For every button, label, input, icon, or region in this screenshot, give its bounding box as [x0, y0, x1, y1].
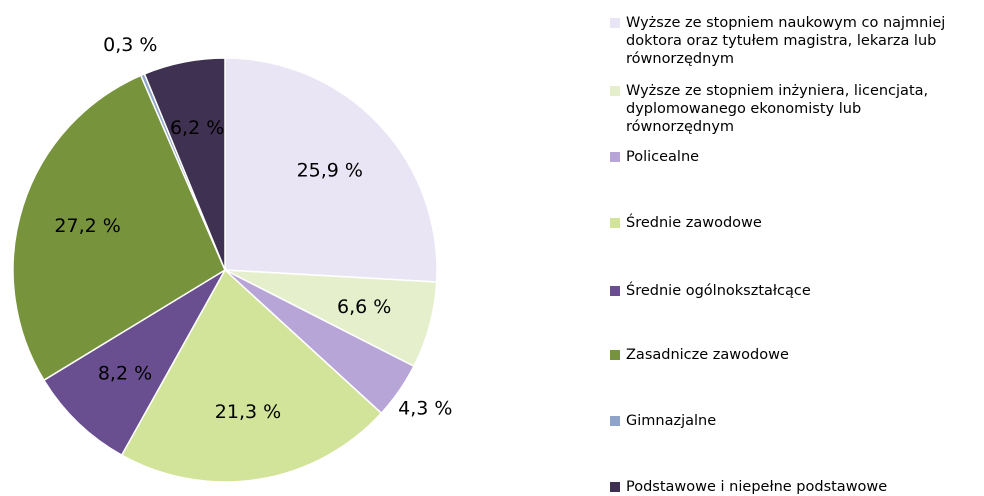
- legend-label: Gimnazjalne: [626, 413, 717, 429]
- legend-swatch: [610, 416, 620, 426]
- slice-label: 21,3 %: [215, 401, 281, 423]
- legend-label: Policealne: [626, 149, 700, 165]
- legend-label: Wyższe ze stopniem inżyniera, licencjata…: [626, 83, 929, 135]
- legend-item: Podstawowe i niepełne podstawowe: [610, 478, 970, 496]
- slice-label: 25,9 %: [297, 159, 363, 181]
- slice-label: 27,2 %: [54, 215, 120, 237]
- legend-item: Wyższe ze stopniem inżyniera, licencjata…: [610, 82, 970, 136]
- slice-label: 8,2 %: [98, 362, 152, 384]
- legend-swatch: [610, 218, 620, 228]
- slice-label: 6,2 %: [170, 117, 224, 139]
- legend-swatch: [610, 286, 620, 296]
- legend-item: Zasadnicze zawodowe: [610, 346, 970, 364]
- legend-swatch: [610, 152, 620, 162]
- legend-item: Policealne: [610, 148, 970, 166]
- legend-item: Wyższe ze stopniem naukowym co najmniej …: [610, 14, 970, 68]
- pie-slice: [12, 74, 226, 382]
- legend-swatch: [610, 350, 620, 360]
- legend-swatch: [610, 86, 620, 96]
- pie-slice: [224, 57, 438, 283]
- legend-label: Wyższe ze stopniem naukowym co najmniej …: [626, 15, 946, 67]
- pie-slice: [143, 57, 226, 271]
- slice-label: 4,3 %: [398, 397, 452, 419]
- legend-swatch: [610, 482, 620, 492]
- legend-label: Średnie zawodowe: [626, 215, 762, 231]
- slice-label: 0,3 %: [103, 34, 157, 56]
- legend-item: Gimnazjalne: [610, 412, 970, 430]
- legend-label: Zasadnicze zawodowe: [626, 347, 789, 363]
- pie-slice: [42, 267, 228, 457]
- pie-slice: [120, 268, 383, 483]
- legend-item: Średnie ogólnokształcące: [610, 282, 970, 300]
- legend-item: Średnie zawodowe: [610, 214, 970, 232]
- legend-label: Średnie ogólnokształcące: [626, 283, 811, 299]
- legend-label: Podstawowe i niepełne podstawowe: [626, 479, 888, 495]
- legend-swatch: [610, 18, 620, 28]
- pie-chart: 25,9 % 6,6 % 4,3 % 21,3 % 8,2 % 27,2 % 0,3 % 6,…: [12, 34, 452, 483]
- slice-label: 6,6 %: [337, 296, 391, 318]
